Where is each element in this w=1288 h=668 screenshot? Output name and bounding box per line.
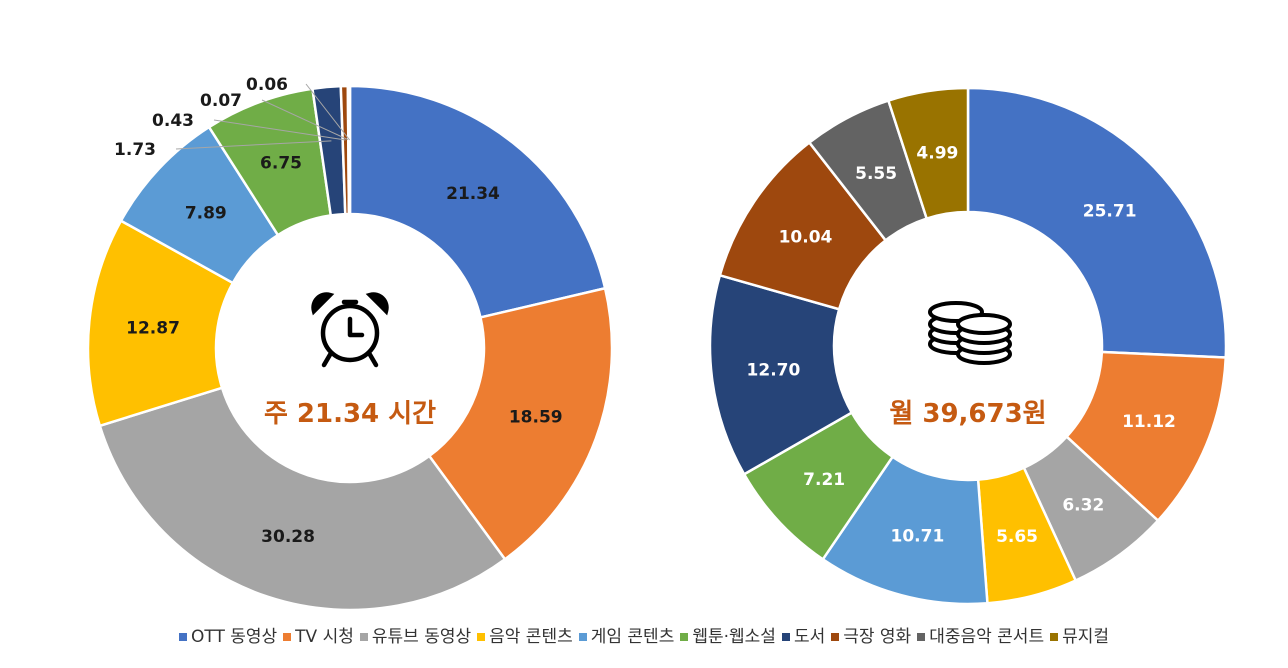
legend-label: 웹툰·웹소설 bbox=[692, 627, 776, 647]
legend-item: 뮤지컬 bbox=[1050, 622, 1109, 647]
legend-swatch bbox=[831, 633, 840, 641]
legend-item: 유튜브 동영상 bbox=[359, 622, 472, 647]
legend-label: 도서 bbox=[793, 627, 826, 647]
time-donut-chart: 21.34 18.59 30.28 12.87 7.89 6.75 1.73 0.43 0.07… bbox=[86, 75, 614, 612]
legend: OTT 동영상 TV 시청 유튜브 동영상 음악 콘텐츠 게임 콘텐츠 웹툰·웹소설 도서 극… bbox=[0, 622, 1288, 647]
slice-label: 12.87 bbox=[126, 319, 180, 339]
legend-label: TV 시청 bbox=[295, 627, 354, 647]
legend-swatch bbox=[359, 633, 368, 641]
legend-item: 극장 영화 bbox=[831, 622, 911, 647]
legend-item: 웹툰·웹소설 bbox=[680, 622, 776, 647]
leader-line bbox=[213, 119, 346, 141]
coins-icon bbox=[928, 301, 1012, 365]
legend-item: OTT 동영상 bbox=[178, 622, 278, 647]
legend-item: TV 시청 bbox=[283, 622, 354, 647]
slice-label: 5.55 bbox=[855, 164, 897, 184]
slice-label: 0.07 bbox=[200, 91, 242, 111]
slice-label: 30.28 bbox=[261, 527, 315, 547]
legend-swatch bbox=[283, 633, 292, 641]
legend-label: 극장 영화 bbox=[843, 627, 912, 647]
slice-label: 10.04 bbox=[779, 227, 833, 247]
donut-slice bbox=[427, 286, 614, 561]
legend-swatch bbox=[1050, 633, 1059, 641]
donut-slice bbox=[886, 86, 970, 221]
leader-line bbox=[261, 99, 349, 141]
legend-swatch bbox=[781, 633, 790, 641]
legend-swatch bbox=[917, 633, 926, 641]
legend-swatch bbox=[578, 633, 587, 641]
donut-slice bbox=[348, 84, 607, 319]
legend-label: 음악 콘텐츠 bbox=[489, 627, 573, 647]
slice-label: 4.99 bbox=[916, 143, 958, 163]
legend-label: 뮤지컬 bbox=[1062, 627, 1110, 647]
legend-label: 유튜브 동영상 bbox=[371, 627, 472, 647]
slice-label: 1.73 bbox=[114, 140, 156, 160]
slice-label: 7.21 bbox=[803, 470, 845, 490]
slice-label: 12.70 bbox=[747, 361, 801, 381]
time-center-text: 주 21.34 시간 bbox=[264, 399, 436, 429]
legend-item: 게임 콘텐츠 bbox=[578, 622, 675, 647]
donut-slice bbox=[347, 84, 352, 216]
slice-label: 18.59 bbox=[509, 408, 563, 428]
legend-swatch bbox=[477, 633, 486, 641]
spending-center-text: 월 39,673원 bbox=[889, 399, 1046, 429]
legend-swatch bbox=[680, 633, 689, 641]
slice-label: 11.12 bbox=[1122, 412, 1176, 432]
donut-slice bbox=[966, 86, 1228, 359]
donut-slice bbox=[98, 386, 507, 612]
slice-label: 7.89 bbox=[185, 203, 227, 223]
spending-donut-chart: 25.71 11.12 6.32 5.65 10.71 7.21 12.70 10.04 5.5… bbox=[708, 86, 1228, 606]
legend-label: OTT 동영상 bbox=[190, 627, 278, 647]
alarm-clock-icon bbox=[311, 292, 389, 368]
legend-item: 음악 콘텐츠 bbox=[477, 622, 573, 647]
legend-item: 도서 bbox=[781, 622, 826, 647]
leader-line bbox=[175, 140, 332, 150]
slice-label: 6.75 bbox=[260, 153, 302, 173]
slice-label: 0.06 bbox=[246, 75, 288, 95]
legend-label: 대중음악 콘서트 bbox=[929, 627, 1045, 647]
slice-label: 0.43 bbox=[152, 111, 194, 131]
slice-label: 6.32 bbox=[1062, 495, 1104, 515]
charts: 21.34 18.59 30.28 12.87 7.89 6.75 1.73 0.43 0.07… bbox=[86, 75, 1228, 612]
slice-label: 5.65 bbox=[996, 527, 1038, 547]
legend-swatch bbox=[178, 633, 187, 641]
leader-line bbox=[305, 83, 351, 141]
legend-item: 대중음악 콘서트 bbox=[917, 622, 1044, 647]
legend-label: 게임 콘텐츠 bbox=[590, 627, 675, 647]
slice-label: 25.71 bbox=[1083, 202, 1137, 222]
slice-label: 21.34 bbox=[446, 184, 500, 204]
slice-label: 10.71 bbox=[891, 526, 945, 546]
